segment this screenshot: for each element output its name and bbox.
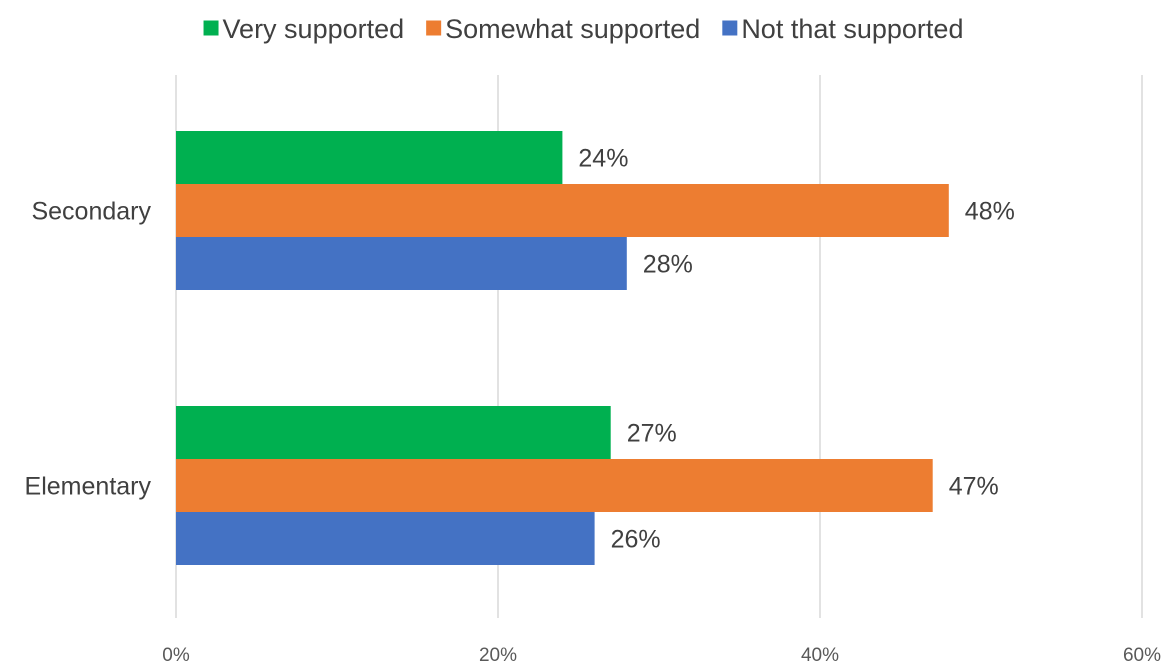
legend-item-not-that-supported: Not that supported <box>722 14 963 44</box>
bar-secondary-not-that-supported <box>176 237 627 290</box>
data-label-secondary-not-that-supported: 28% <box>643 251 693 279</box>
x-tick-label-20: 20% <box>479 645 517 665</box>
data-label-elementary-not-that-supported: 26% <box>611 526 661 554</box>
x-tick-labels: 0% 20% 40% 60% <box>162 645 1161 665</box>
legend-swatch-somewhat-supported <box>426 20 442 36</box>
legend-swatch-not-that-supported <box>722 20 738 36</box>
category-labels: Secondary Elementary <box>25 198 152 501</box>
category-label-elementary: Elementary <box>25 473 152 501</box>
bar-secondary-very-supported <box>176 131 563 184</box>
legend-item-somewhat-supported: Somewhat supported <box>426 14 700 44</box>
legend-item-very-supported: Very supported <box>203 14 405 44</box>
data-labels: 24% 48% 28% 27% 47% 26% <box>578 145 1014 554</box>
legend-label-very-supported: Very supported <box>223 14 405 44</box>
legend-label-somewhat-supported: Somewhat supported <box>445 14 700 44</box>
data-label-secondary-somewhat-supported: 48% <box>965 198 1015 226</box>
bars <box>176 131 949 565</box>
data-label-elementary-very-supported: 27% <box>627 420 677 448</box>
x-tick-label-0: 0% <box>162 645 190 665</box>
legend-label-not-that-supported: Not that supported <box>741 14 963 44</box>
bar-secondary-somewhat-supported <box>176 184 949 237</box>
bar-elementary-not-that-supported <box>176 512 595 565</box>
bar-elementary-very-supported <box>176 406 611 459</box>
data-label-elementary-somewhat-supported: 47% <box>949 473 999 501</box>
x-tick-label-60: 60% <box>1123 645 1161 665</box>
data-label-secondary-very-supported: 24% <box>578 145 628 173</box>
legend-swatch-very-supported <box>203 20 219 36</box>
legend: Very supported Somewhat supported Not that… <box>203 14 963 44</box>
x-tick-label-40: 40% <box>801 645 839 665</box>
category-label-secondary: Secondary <box>31 198 151 226</box>
bar-elementary-somewhat-supported <box>176 459 933 512</box>
